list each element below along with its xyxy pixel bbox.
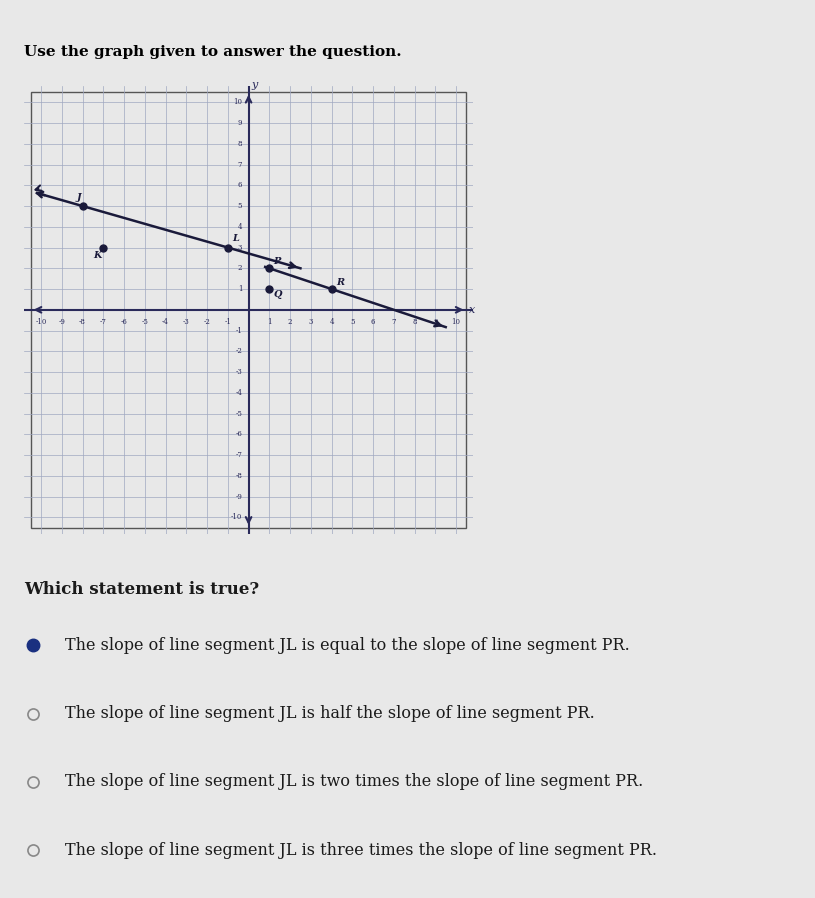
Text: -4: -4 [162, 318, 169, 326]
Text: -4: -4 [236, 389, 242, 397]
Text: 1: 1 [238, 285, 242, 293]
Text: 5: 5 [238, 202, 242, 210]
Text: 3: 3 [309, 318, 313, 326]
Text: 8: 8 [238, 140, 242, 148]
Text: L: L [232, 234, 239, 243]
Text: -5: -5 [141, 318, 148, 326]
Text: 1: 1 [267, 318, 271, 326]
Text: 10: 10 [452, 318, 460, 326]
Text: -5: -5 [236, 409, 242, 418]
Text: 4: 4 [238, 223, 242, 231]
Text: The slope of line segment JL is three times the slope of line segment PR.: The slope of line segment JL is three ti… [65, 841, 657, 858]
Text: 10: 10 [233, 98, 242, 106]
Text: The slope of line segment JL is two times the slope of line segment PR.: The slope of line segment JL is two time… [65, 773, 644, 790]
Text: 2: 2 [288, 318, 293, 326]
Text: 9: 9 [433, 318, 438, 326]
Text: -7: -7 [100, 318, 107, 326]
Text: -6: -6 [121, 318, 127, 326]
Text: -1: -1 [236, 327, 242, 335]
Text: -8: -8 [79, 318, 86, 326]
Text: -1: -1 [224, 318, 231, 326]
Text: -6: -6 [236, 430, 242, 438]
Text: 4: 4 [329, 318, 334, 326]
Text: -7: -7 [236, 451, 242, 459]
Text: 6: 6 [371, 318, 376, 326]
Text: 9: 9 [238, 119, 242, 127]
Text: -9: -9 [59, 318, 65, 326]
Text: 8: 8 [412, 318, 416, 326]
Text: J: J [77, 193, 81, 202]
Text: P: P [274, 257, 281, 266]
Text: -8: -8 [236, 471, 242, 480]
Text: 3: 3 [238, 243, 242, 251]
Text: The slope of line segment JL is half the slope of line segment PR.: The slope of line segment JL is half the… [65, 705, 595, 722]
Text: The slope of line segment JL is equal to the slope of line segment PR.: The slope of line segment JL is equal to… [65, 637, 630, 654]
Text: Q: Q [274, 290, 282, 299]
Text: -9: -9 [236, 493, 242, 500]
Text: -10: -10 [231, 514, 242, 522]
Text: K: K [93, 251, 101, 260]
Text: -2: -2 [204, 318, 210, 326]
Text: R: R [336, 277, 344, 286]
Text: -3: -3 [236, 368, 242, 376]
Text: 2: 2 [238, 264, 242, 272]
Text: Which statement is true?: Which statement is true? [24, 581, 259, 598]
Text: Use the graph given to answer the question.: Use the graph given to answer the questi… [24, 45, 402, 59]
Text: x: x [469, 304, 475, 315]
Text: -2: -2 [236, 348, 242, 356]
Text: 7: 7 [391, 318, 396, 326]
Text: y: y [252, 80, 258, 90]
Text: 7: 7 [238, 161, 242, 169]
Text: -3: -3 [183, 318, 190, 326]
Text: 6: 6 [238, 181, 242, 189]
Text: 5: 5 [350, 318, 355, 326]
Text: -10: -10 [35, 318, 46, 326]
